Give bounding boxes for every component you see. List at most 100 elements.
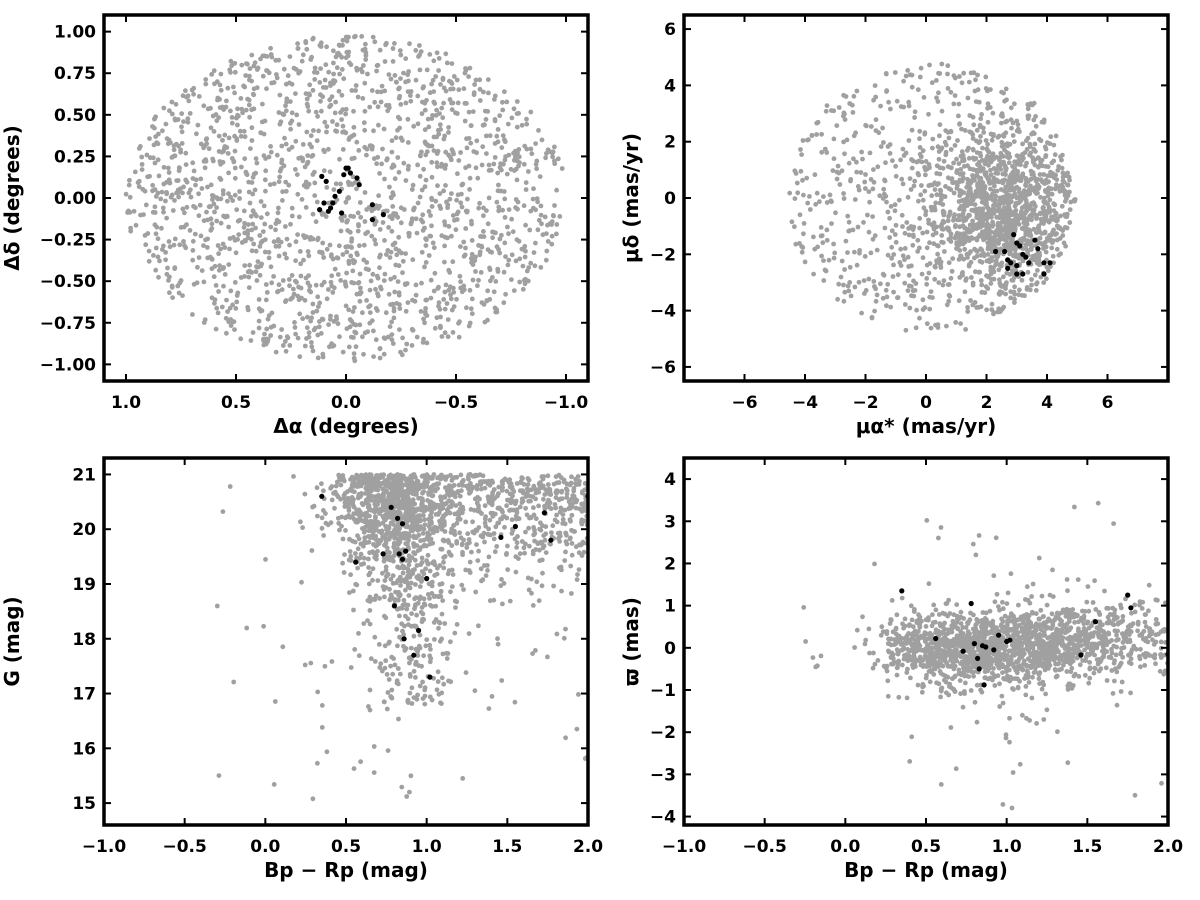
field-star-point bbox=[942, 249, 947, 254]
field-star-point bbox=[232, 280, 238, 285]
field-star-point bbox=[945, 63, 951, 69]
field-star-point bbox=[985, 211, 991, 216]
field-star-point bbox=[888, 304, 894, 310]
field-star-point bbox=[929, 80, 935, 86]
field-star-point bbox=[230, 319, 236, 325]
field-star-point bbox=[1012, 176, 1018, 182]
field-star-point bbox=[367, 320, 373, 326]
field-star-point bbox=[813, 201, 819, 207]
field-star-point bbox=[361, 257, 367, 263]
field-star-point bbox=[909, 263, 914, 269]
field-star-point bbox=[403, 587, 408, 593]
field-star-point bbox=[984, 307, 989, 313]
field-star-point bbox=[1034, 281, 1039, 287]
field-star-point bbox=[958, 167, 964, 172]
field-star-point bbox=[345, 244, 351, 249]
field-star-point bbox=[389, 228, 395, 234]
field-star-point bbox=[798, 168, 804, 174]
field-star-point bbox=[226, 135, 232, 141]
field-star-point bbox=[344, 326, 350, 332]
field-star-point bbox=[163, 250, 169, 255]
field-star-point bbox=[530, 651, 535, 656]
field-star-point bbox=[153, 231, 159, 237]
field-star-point bbox=[405, 616, 411, 622]
field-star-point bbox=[323, 62, 329, 68]
field-star-point bbox=[397, 48, 403, 53]
field-star-point bbox=[163, 257, 169, 263]
field-star-point bbox=[361, 351, 366, 357]
field-star-point bbox=[234, 207, 240, 213]
field-star-point bbox=[1000, 213, 1006, 219]
field-star-point bbox=[926, 111, 931, 117]
field-star-point bbox=[403, 251, 408, 256]
field-star-point bbox=[831, 156, 837, 162]
field-star-point bbox=[357, 322, 363, 328]
field-star-point bbox=[448, 86, 453, 92]
field-star-point bbox=[935, 99, 941, 104]
field-star-point bbox=[310, 172, 316, 177]
field-star-point bbox=[980, 220, 986, 226]
field-star-point bbox=[173, 101, 179, 107]
field-star-point bbox=[463, 519, 469, 525]
member-star-point bbox=[993, 248, 999, 255]
field-star-point bbox=[1051, 260, 1056, 266]
field-star-point bbox=[389, 337, 395, 343]
field-star-point bbox=[195, 264, 200, 270]
field-star-point bbox=[403, 178, 409, 183]
field-star-point bbox=[909, 165, 915, 171]
field-star-point bbox=[831, 255, 837, 261]
x-tick-label: −4 bbox=[792, 393, 818, 413]
field-star-point bbox=[307, 92, 312, 98]
field-star-point bbox=[158, 196, 164, 202]
field-star-point bbox=[216, 149, 222, 154]
field-star-point bbox=[413, 661, 418, 667]
field-star-point bbox=[957, 193, 963, 199]
field-star-point bbox=[958, 253, 963, 259]
field-star-point bbox=[801, 192, 806, 198]
field-star-point bbox=[363, 266, 369, 272]
field-star-point bbox=[970, 218, 975, 224]
y-axis-label: μδ (mas/yr) bbox=[619, 133, 643, 263]
field-star-point bbox=[1015, 122, 1021, 127]
field-star-point bbox=[142, 233, 148, 238]
field-star-point bbox=[268, 333, 274, 338]
field-star-point bbox=[824, 103, 830, 108]
field-star-point bbox=[397, 634, 402, 640]
field-star-point bbox=[194, 131, 199, 137]
field-star-point bbox=[423, 260, 429, 265]
field-star-point bbox=[935, 251, 940, 257]
field-star-point bbox=[232, 69, 238, 75]
field-star-point bbox=[424, 637, 430, 643]
field-star-point bbox=[298, 261, 303, 267]
field-star-point bbox=[321, 168, 327, 174]
field-star-point bbox=[911, 234, 916, 240]
field-star-point bbox=[375, 578, 381, 583]
field-star-point bbox=[906, 103, 912, 109]
field-star-point bbox=[977, 122, 983, 128]
field-star-point bbox=[859, 149, 864, 155]
field-star-point bbox=[429, 159, 435, 165]
field-star-point bbox=[332, 78, 338, 84]
field-star-point bbox=[799, 249, 805, 255]
field-star-point bbox=[466, 74, 471, 79]
field-star-point bbox=[257, 272, 263, 278]
field-star-point bbox=[538, 520, 543, 526]
field-star-point bbox=[390, 46, 396, 51]
field-star-point bbox=[984, 192, 990, 198]
field-star-point bbox=[263, 188, 268, 194]
field-star-point bbox=[378, 99, 384, 105]
field-star-point bbox=[845, 213, 851, 219]
field-star-point bbox=[954, 168, 960, 173]
field-star-point bbox=[867, 199, 872, 205]
field-star-point bbox=[950, 256, 956, 261]
field-star-point bbox=[992, 202, 998, 208]
field-star-point bbox=[496, 208, 502, 214]
field-star-point bbox=[447, 97, 453, 102]
field-star-point bbox=[375, 308, 380, 313]
field-star-point bbox=[972, 202, 978, 208]
field-star-point bbox=[572, 529, 577, 534]
field-star-point bbox=[419, 187, 425, 193]
field-star-point bbox=[977, 211, 983, 217]
field-star-point bbox=[440, 77, 446, 82]
